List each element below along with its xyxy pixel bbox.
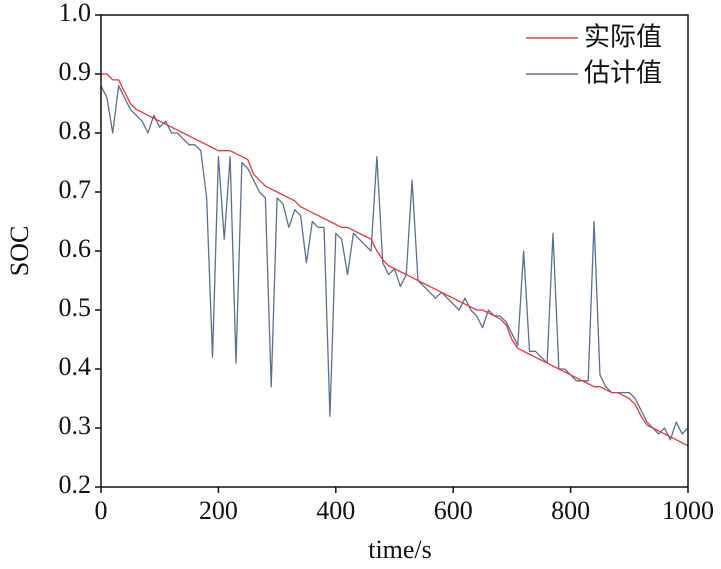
y-tick-label: 0.8 [59,116,92,145]
x-tick-label: 400 [316,496,355,525]
x-tick-label: 800 [551,496,590,525]
y-tick-label: 0.5 [59,293,92,322]
y-tick-label: 0.6 [59,234,92,263]
x-tick-label: 600 [434,496,473,525]
plot-frame [100,14,689,488]
legend-label: 实际值 [584,23,662,53]
x-tick-label: 0 [95,496,108,525]
x-tick-label: 1000 [662,496,714,525]
legend-label: 估计值 [584,59,662,89]
series-line [101,73,689,447]
x-tick-label: 200 [199,496,238,525]
y-tick-label: 0.3 [59,411,92,440]
y-tick-label: 0.9 [59,57,92,86]
y-tick-label: 0.7 [59,175,92,204]
y-tick-label: 0.2 [59,470,92,499]
y-tick-label: 0.4 [59,352,92,381]
x-axis-label: time/s [368,535,432,564]
y-axis-label: SOC [5,226,34,277]
y-tick-label: 1.0 [59,0,92,27]
